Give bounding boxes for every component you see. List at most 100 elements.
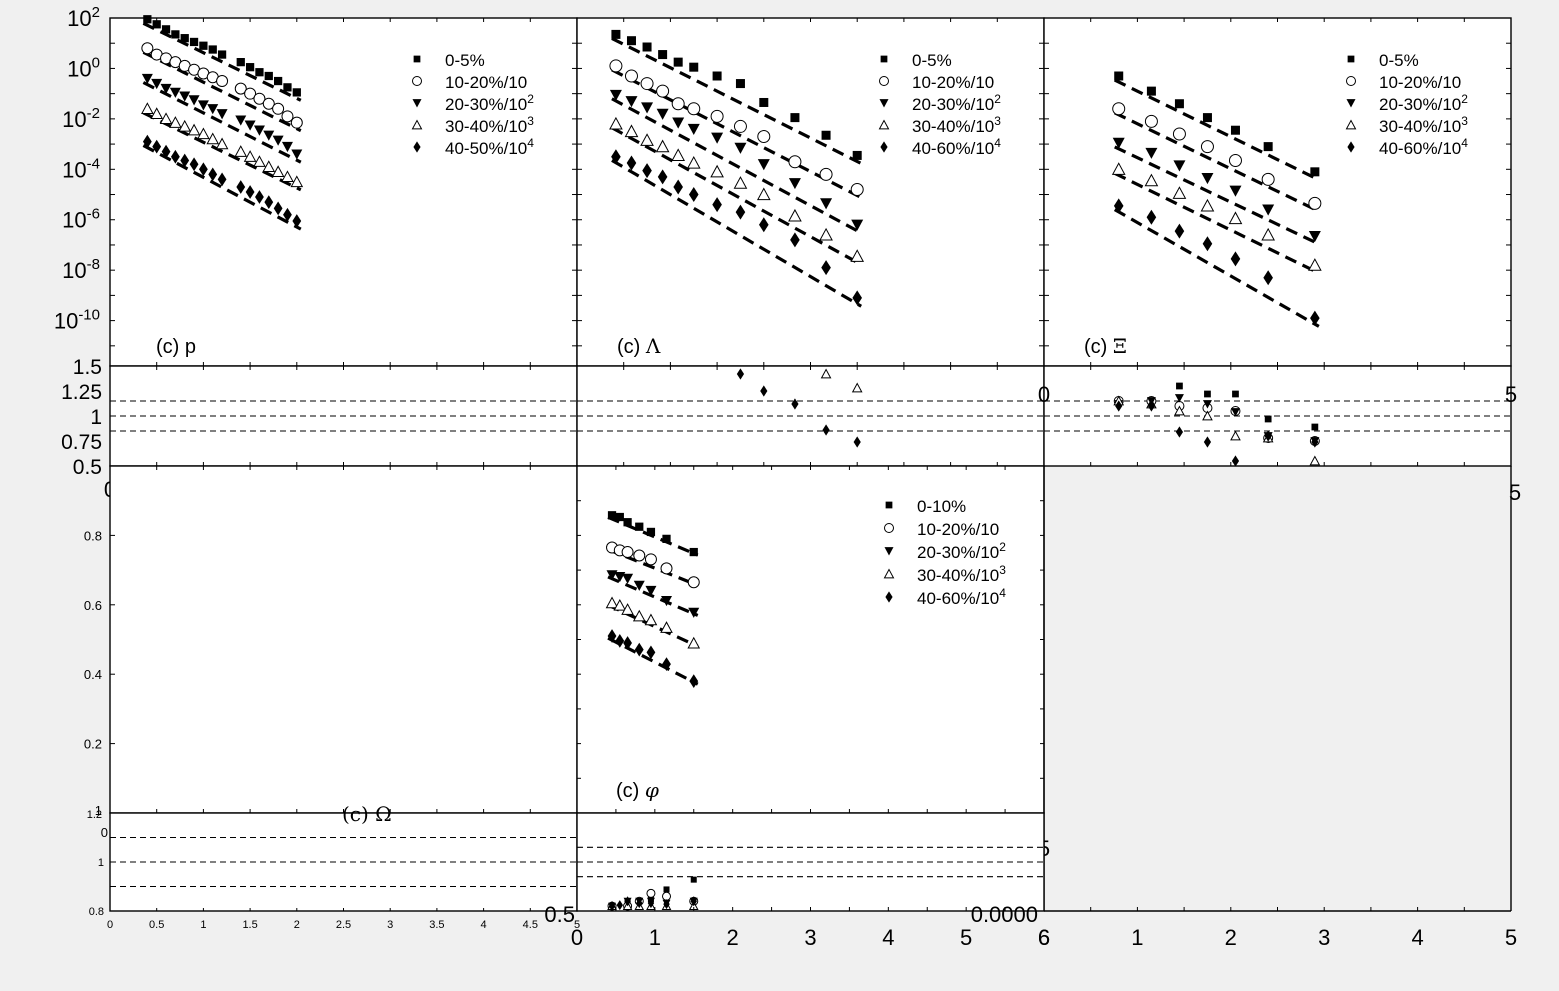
data-point-p [255, 68, 264, 77]
data-point-p [171, 30, 180, 39]
data-point-p [151, 78, 163, 90]
data-point-lambda [611, 149, 621, 165]
data-point-p [290, 116, 303, 129]
legend-label-phi: 20-30%/102 [917, 540, 1006, 562]
x-tick-label: 5 [1505, 382, 1517, 407]
legend-marker-xi [1346, 76, 1356, 86]
data-point-lambda [609, 89, 622, 101]
x-tick-label: 0.5 [149, 919, 164, 931]
data-point-phi [687, 576, 700, 589]
data-point-lambda [710, 164, 724, 178]
panel-label-omega: (c) Ω [342, 802, 392, 826]
data-point-ratio-phi [636, 898, 643, 909]
x-tick-label: 5 [574, 919, 580, 931]
data-point-phi [687, 636, 701, 649]
panel-label-p: (c) p [156, 336, 196, 358]
fit-line-p [142, 21, 302, 102]
data-point-phi [662, 657, 671, 672]
data-point-xi [1144, 114, 1158, 128]
data-point-xi [1228, 153, 1242, 167]
y-tick-label: 0.6 [84, 598, 102, 613]
data-point-ratio-xi [1202, 410, 1213, 421]
data-point-p [169, 87, 181, 98]
plot-area-p [109, 17, 578, 367]
data-point-phi [615, 512, 624, 522]
legend-label-lambda: 10-20%/10 [912, 73, 994, 92]
data-point-xi [1202, 236, 1213, 252]
legend-marker-xi [1347, 55, 1355, 63]
data-point-ratio-lambda [822, 424, 830, 436]
y-tick-label: 10-6 [62, 206, 100, 233]
data-point-phi [644, 613, 658, 626]
data-point-lambda [671, 148, 686, 162]
data-point-ratio-xi [1231, 455, 1240, 467]
data-point-ratio-xi [1264, 430, 1272, 442]
data-point-p [216, 109, 228, 120]
legend-label-lambda: 0-5% [912, 51, 952, 70]
data-point-phi [646, 645, 656, 660]
data-point-phi [621, 546, 634, 559]
data-point-lambda [655, 139, 670, 153]
y-tick-label: 0.8 [84, 528, 102, 543]
legend-label-phi: 40-60%/104 [917, 586, 1006, 608]
data-point-lambda [625, 96, 638, 108]
legend-marker-lambda [879, 99, 889, 108]
data-point-lambda [821, 130, 831, 140]
data-point-lambda [673, 179, 683, 195]
data-point-ratio-phi [662, 891, 672, 901]
legend-marker-p [412, 76, 422, 86]
data-point-p [272, 102, 285, 115]
data-point-p [187, 123, 201, 136]
data-point-ratio-lambda [760, 385, 768, 397]
plot-area-omega [109, 465, 578, 814]
data-point-p [236, 58, 245, 67]
data-point-ratio-xi [1264, 415, 1272, 423]
data-point-p [152, 139, 162, 154]
data-point-p [160, 83, 172, 95]
data-point-ratio-phi [624, 896, 631, 907]
legend-label-phi: 0-10% [917, 497, 966, 516]
data-point-p [262, 160, 276, 172]
data-point-xi [1201, 173, 1214, 185]
data-point-lambda [756, 187, 771, 201]
legend-label-phi: 10-20%/10 [917, 520, 999, 539]
data-point-p [292, 214, 302, 228]
data-point-lambda [757, 159, 770, 171]
data-point-xi [1111, 162, 1126, 175]
legend-marker-phi [884, 523, 894, 533]
data-point-ratio-xi [1176, 382, 1183, 390]
data-point-ratio-xi [1309, 455, 1321, 466]
data-point-phi [633, 580, 645, 591]
x-tick-label: 2 [294, 919, 300, 931]
legend-marker-xi [1346, 99, 1356, 108]
data-point-p [215, 137, 229, 150]
data-point-phi [607, 511, 617, 520]
data-point-xi [1230, 251, 1241, 267]
data-point-p [197, 100, 209, 111]
data-point-lambda [609, 59, 623, 73]
data-point-phi [661, 595, 673, 607]
data-point-xi [1146, 209, 1157, 225]
data-point-lambda [710, 109, 724, 123]
data-point-p [245, 63, 255, 72]
data-point-lambda [656, 108, 669, 120]
legend-label-p: 0-5% [445, 51, 485, 70]
legend-label-xi: 10-20%/10 [1379, 73, 1461, 92]
y-tick-label: 1 [98, 857, 104, 869]
data-point-xi [1146, 86, 1156, 96]
data-point-p [197, 127, 210, 140]
data-point-ratio-lambda [851, 382, 863, 393]
legend-marker-phi [884, 547, 894, 556]
data-point-lambda [733, 176, 748, 189]
data-point-lambda [819, 167, 833, 181]
x-tick-label: 2.5 [336, 919, 351, 931]
data-point-xi [1200, 140, 1214, 154]
data-point-p [159, 112, 173, 125]
data-point-xi [1308, 258, 1322, 271]
y-tick-label: 1.5 [73, 356, 102, 379]
overlap-label: 0.0000 [971, 902, 1038, 927]
data-point-lambda [712, 197, 722, 213]
data-point-xi [1174, 223, 1185, 239]
legend-label-xi: 20-30%/102 [1379, 92, 1468, 114]
data-point-lambda [733, 119, 747, 133]
